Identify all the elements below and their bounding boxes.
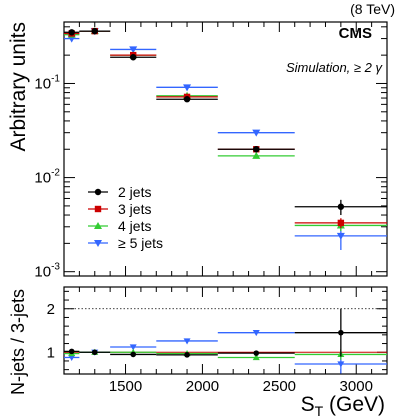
x-tick-label: 1500 (109, 378, 142, 395)
data-point (337, 219, 345, 227)
data-point (129, 46, 138, 54)
series-3-jets (64, 27, 387, 229)
main-y-tick-label: 10-3 (34, 262, 60, 281)
ratio-point (338, 329, 344, 336)
ratio-point (252, 353, 260, 361)
simulation-label: Simulation, ≥ 2 γ (286, 60, 384, 75)
x-tick-label: 2500 (263, 378, 296, 395)
main-y-axis-label: Arbitrary units (7, 22, 30, 152)
data-point (91, 27, 98, 35)
legend-marker (94, 188, 102, 196)
ratio-point (337, 361, 345, 368)
legend-entry: ≥ 5 jets (88, 235, 163, 251)
data-point (130, 54, 137, 61)
ratio-plot-panel: 1500 2000 2500 3000 1 2 N-jets / 3-jets (8, 286, 388, 395)
ratio-point (68, 354, 76, 361)
ratio-plot-frame (63, 286, 388, 375)
data-point (183, 96, 191, 103)
legend-entry: 2 jets (88, 184, 151, 200)
legend-entry: 3 jets (88, 201, 151, 217)
legend-entry: 4 jets (88, 218, 151, 234)
ratio-point (91, 349, 98, 356)
legend-label: ≥ 5 jets (118, 235, 163, 251)
legend-label: 2 jets (118, 184, 151, 200)
x-tick-label: 2000 (186, 378, 219, 395)
series-2-jets (64, 27, 387, 216)
main-plot-panel: 10-3 10-2 10-1 Arbitrary units (7, 21, 388, 281)
legend-label: 3 jets (118, 201, 151, 217)
ratio-point (130, 351, 137, 358)
x-axis-label: ST (GeV) (301, 393, 385, 419)
data-point (336, 232, 345, 240)
x-tick-label: 3000 (340, 378, 373, 395)
legend-marker (94, 240, 102, 247)
data-point (183, 84, 192, 92)
data-point (253, 146, 260, 153)
ratio-point (183, 338, 191, 345)
cms-label: CMS (339, 25, 372, 42)
main-y-tick-label: 10-2 (34, 168, 60, 187)
ratio-y-tick-label: 1 (47, 344, 55, 361)
legend-label: 4 jets (118, 218, 151, 234)
data-point (68, 29, 75, 36)
ratio-point (68, 348, 75, 355)
ratio-y-axis-label: N-jets / 3-jets (8, 289, 28, 395)
data-point (252, 129, 261, 137)
ratio-point (184, 352, 190, 358)
main-y-tick-label: 10-1 (34, 73, 60, 92)
data-point (337, 203, 345, 210)
ratio-point (129, 344, 137, 351)
ratio-series-2-jets (64, 308, 387, 358)
ratio-y-tick-label: 2 (47, 301, 55, 318)
legend-marker (94, 222, 102, 229)
data-point (252, 151, 261, 159)
svg-text:ST (GeV): ST (GeV) (301, 393, 385, 419)
ratio-point (252, 330, 260, 337)
energy-label: (8 TeV) (350, 1, 395, 17)
ratio-point (253, 350, 260, 356)
legend-marker (94, 205, 102, 213)
